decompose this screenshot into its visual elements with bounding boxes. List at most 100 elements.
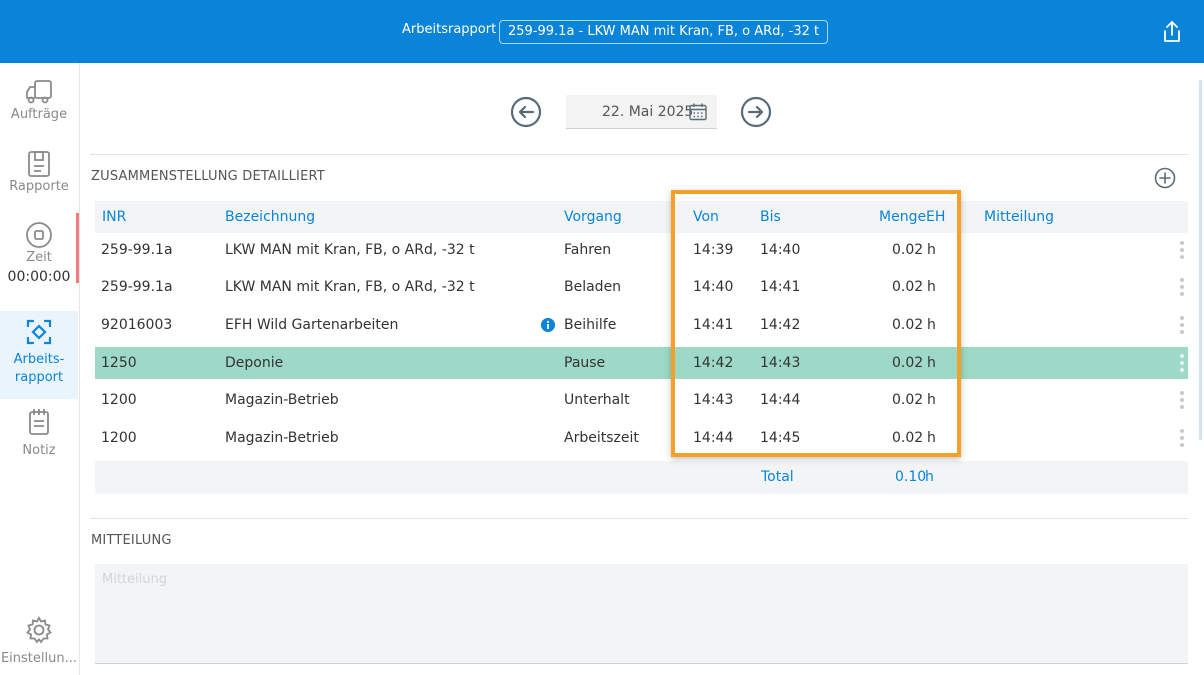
date-picker[interactable]: 22. Mai 2025 xyxy=(566,95,717,129)
sidebar-item-label: Rapporte xyxy=(9,179,69,194)
cell-inr: 1200 xyxy=(101,430,137,446)
cell-vorgang: Fahren xyxy=(564,242,612,258)
table-row[interactable]: 1200 Magazin-Betrieb Arbeitszeit 14:44 1… xyxy=(95,422,1188,454)
cell-bis: 14:45 xyxy=(760,430,801,446)
cell-inr: 1250 xyxy=(101,355,137,371)
sidebar-item-zeit[interactable]: Zeit 00:00:00 xyxy=(0,220,78,306)
divider xyxy=(90,518,1188,519)
cell-inr: 1200 xyxy=(101,392,137,408)
more-vertical-icon[interactable] xyxy=(1179,390,1185,410)
more-vertical-icon[interactable] xyxy=(1179,240,1185,260)
cell-vorgang: Beihilfe xyxy=(564,317,617,333)
cell-bezeichnung: Magazin-Betrieb xyxy=(225,430,339,446)
cell-eh: h xyxy=(927,392,936,408)
vehicle-select[interactable]: 259-99.1a - LKW MAN mit Kran, FB, o ARd,… xyxy=(499,20,829,44)
next-day-button[interactable] xyxy=(740,96,772,128)
more-vertical-icon[interactable] xyxy=(1179,315,1185,335)
column-header-eh[interactable]: EH xyxy=(926,209,946,225)
table-row[interactable]: 92016003 EFH Wild Gartenarbeiten Beihilf… xyxy=(95,309,1188,341)
arrow-left-circle-icon xyxy=(510,96,542,128)
total-row: Total 0.10 h xyxy=(95,461,1188,494)
total-label: Total xyxy=(761,469,794,485)
sidebar-item-einstellungen[interactable]: Einstellun... xyxy=(0,615,78,675)
total-eh: h xyxy=(925,469,934,485)
column-header-vorgang[interactable]: Vorgang xyxy=(564,209,622,225)
share-button[interactable] xyxy=(1160,19,1184,45)
clipboard-icon xyxy=(28,151,50,177)
app-header: Arbeitsrapport 259-99.1a - LKW MAN mit K… xyxy=(0,0,1204,63)
cell-von: 14:40 xyxy=(693,279,734,295)
previous-day-button[interactable] xyxy=(510,96,542,128)
calendar-icon xyxy=(689,103,707,121)
cell-bis: 14:44 xyxy=(760,392,801,408)
column-header-inr[interactable]: INR xyxy=(102,209,127,225)
cell-eh: h xyxy=(927,430,936,446)
info-icon[interactable] xyxy=(541,318,555,332)
cell-vorgang: Arbeitszeit xyxy=(564,430,639,446)
cell-inr: 259-99.1a xyxy=(101,242,173,258)
cell-von: 14:44 xyxy=(693,430,734,446)
message-section-title: MITTEILUNG xyxy=(91,533,172,548)
sidebar-item-auftraege[interactable]: Aufträge xyxy=(0,77,78,143)
timer-display: 00:00:00 xyxy=(7,269,71,285)
cell-inr: 259-99.1a xyxy=(101,279,173,295)
plus-circle-icon xyxy=(1154,167,1176,189)
total-menge: 0.10 xyxy=(895,469,927,485)
sidebar-item-rapporte[interactable]: Rapporte xyxy=(0,149,78,215)
cell-menge: 0.02 xyxy=(892,430,924,446)
sidebar-item-label: Aufträge xyxy=(10,107,68,122)
cell-inr: 92016003 xyxy=(101,317,173,333)
table-row[interactable]: 259-99.1a LKW MAN mit Kran, FB, o ARd, -… xyxy=(95,234,1188,266)
cell-vorgang: Beladen xyxy=(564,279,622,295)
divider xyxy=(90,154,1188,155)
sidebar-item-label: Arbeits- rapport xyxy=(13,352,65,385)
truck-icon xyxy=(26,80,52,104)
cell-von: 14:42 xyxy=(693,355,734,371)
sidebar-item-label: Zeit xyxy=(26,250,52,265)
share-icon xyxy=(1164,21,1180,42)
column-header-mitteilung[interactable]: Mitteilung xyxy=(984,209,1054,225)
cell-bezeichnung: LKW MAN mit Kran, FB, o ARd, -32 t xyxy=(225,242,475,258)
table-row[interactable]: 1200 Magazin-Betrieb Unterhalt 14:43 14:… xyxy=(95,384,1188,416)
cell-bezeichnung: Deponie xyxy=(225,355,284,371)
table-row-selected[interactable]: 1250 Deponie Pause 14:42 14:43 0.02 h xyxy=(95,347,1188,379)
column-header-bezeichnung[interactable]: Bezeichnung xyxy=(225,209,316,225)
main-content: 22. Mai 2025 ZUSAMMENSTELLUNG DETAILLIER… xyxy=(80,63,1204,675)
page-title: Arbeitsrapport xyxy=(402,22,497,37)
cell-von: 14:43 xyxy=(693,392,734,408)
gear-icon xyxy=(26,616,52,644)
cell-menge: 0.02 xyxy=(892,392,924,408)
sidebar-item-arbeitsrapport[interactable]: Arbeits- rapport xyxy=(0,311,78,399)
work-report-icon xyxy=(26,319,52,345)
column-header-menge[interactable]: Menge xyxy=(879,209,927,225)
summary-section-title: ZUSAMMENSTELLUNG DETAILLIERT xyxy=(91,169,325,184)
column-header-bis[interactable]: Bis xyxy=(760,209,781,225)
add-entry-button[interactable] xyxy=(1154,167,1176,189)
arrow-right-circle-icon xyxy=(740,96,772,128)
sidebar-item-label: Notiz xyxy=(22,443,56,458)
cell-menge: 0.02 xyxy=(892,355,924,371)
sidebar-item-label: Einstellun... xyxy=(0,651,78,666)
cell-bezeichnung: Magazin-Betrieb xyxy=(225,392,339,408)
timer-accent-bar xyxy=(76,213,79,283)
cell-von: 14:41 xyxy=(693,317,734,333)
cell-vorgang: Unterhalt xyxy=(564,392,630,408)
cell-eh: h xyxy=(927,317,936,333)
table-header: INR Bezeichnung Vorgang Von Bis Menge EH… xyxy=(95,201,1188,233)
cell-bis: 14:40 xyxy=(760,242,801,258)
cell-bezeichnung: LKW MAN mit Kran, FB, o ARd, -32 t xyxy=(225,279,475,295)
more-vertical-icon[interactable] xyxy=(1179,277,1185,297)
stop-icon xyxy=(26,222,52,248)
more-vertical-icon[interactable] xyxy=(1179,353,1185,373)
sidebar-item-notiz[interactable]: Notiz xyxy=(0,407,78,467)
scrollbar[interactable] xyxy=(1199,80,1202,440)
table-row[interactable]: 259-99.1a LKW MAN mit Kran, FB, o ARd, -… xyxy=(95,271,1188,303)
more-vertical-icon[interactable] xyxy=(1179,428,1185,448)
column-header-von[interactable]: Von xyxy=(693,209,719,225)
cell-menge: 0.02 xyxy=(892,279,924,295)
message-textarea[interactable] xyxy=(95,564,1188,664)
cell-bis: 14:42 xyxy=(760,317,801,333)
cell-bezeichnung: EFH Wild Gartenarbeiten xyxy=(225,317,399,333)
cell-von: 14:39 xyxy=(693,242,734,258)
cell-menge: 0.02 xyxy=(892,242,924,258)
